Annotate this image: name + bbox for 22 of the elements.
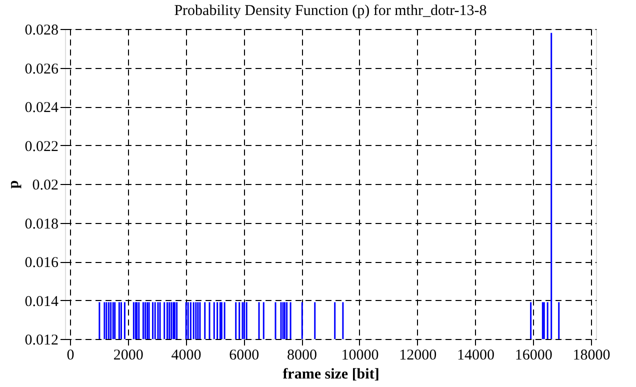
- x-tick-label: 16000: [514, 348, 552, 364]
- chart-title: Probability Density Function (p) for mthr_dotr-13-8: [174, 3, 487, 19]
- x-tick-label: 0: [66, 348, 74, 364]
- x-tick-label: 12000: [399, 348, 437, 364]
- x-tick-label: 8000: [287, 348, 318, 364]
- x-tick-label: 10000: [341, 348, 379, 364]
- y-tick-label: 0.012: [24, 332, 58, 348]
- x-tick-label: 14000: [456, 348, 494, 364]
- x-tick-label: 6000: [229, 348, 260, 364]
- y-tick-label: 0.014: [24, 294, 59, 310]
- y-tick-label: 0.022: [24, 138, 58, 155]
- y-tick-label: 0.016: [24, 255, 59, 271]
- y-tick-label: 0.02: [32, 178, 58, 194]
- y-tick-label: 0.018: [24, 216, 58, 232]
- y-tick-label: 0.024: [24, 100, 59, 116]
- x-axis-title: frame size [bit]: [282, 366, 380, 382]
- x-tick-label: 4000: [171, 348, 202, 364]
- y-tick-label: 0.028: [24, 22, 58, 38]
- x-tick-label: 18000: [572, 348, 610, 364]
- x-tick-label: 2000: [113, 348, 144, 364]
- y-axis-title: p: [6, 180, 22, 189]
- y-tick-label: 0.026: [24, 61, 59, 78]
